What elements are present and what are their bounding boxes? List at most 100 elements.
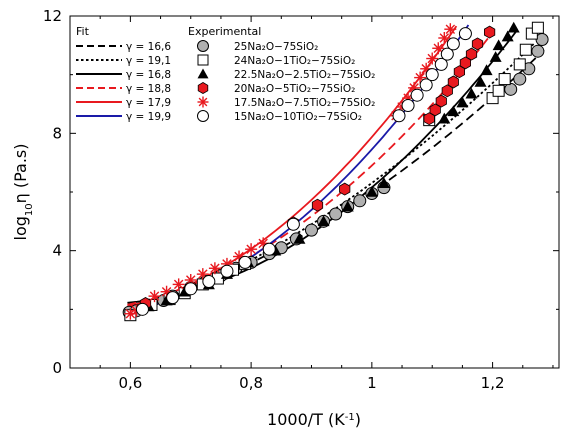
star-stroke [439,33,450,43]
data-point [492,84,505,97]
star-stroke [210,263,220,274]
legend-series-label: 22.5Na₂O−2.5TiO₂−75SiO₂ [234,69,375,81]
data-point [440,47,454,61]
data-point [220,264,234,278]
data-point [456,96,469,108]
data-point [329,207,343,221]
star-stroke [198,97,208,107]
data-point [447,105,460,117]
star-stroke [427,53,437,64]
y-tick-label: 8 [52,124,62,142]
data-point [341,200,354,212]
data-point [444,23,457,36]
star-stroke [198,269,208,279]
data-point [474,76,487,87]
data-point [447,75,459,89]
data-point [197,96,209,108]
data-point [519,43,532,56]
legend-exp-title: Experimental [188,25,261,38]
data-point [197,110,209,122]
data-point [172,278,185,291]
data-point [166,291,180,305]
data-point [304,223,318,237]
legend-series-label: 17.5Na₂O−7.5TiO₂−75SiO₂ [234,97,375,109]
x-tick-label: 0,8 [239,374,263,392]
data-point [311,198,324,212]
legend-series-label: 24Na₂O−1TiO₂−75SiO₂ [234,55,355,67]
y-axis-label-sub: 10 [24,203,35,216]
data-point [426,52,439,65]
data-point [262,242,276,256]
data-point [483,25,496,39]
legend-series-label: 25Na₂O−75SiO₂ [234,41,318,53]
data-point [480,64,493,76]
data-point [410,88,424,102]
star-stroke [149,291,160,301]
data-point [465,87,478,99]
legend-fit-label: γ = 19,9 [126,111,171,123]
legend: Fit Experimental γ = 16,6 γ = 19,1 γ = 16,8 γ… [76,25,375,123]
x-tick-label: 1,2 [481,374,505,392]
data-point [471,37,484,51]
data-point [245,243,258,256]
data-point [401,98,415,112]
data-point [438,112,451,124]
data-point [293,232,306,244]
legend-fit-label: γ = 16,8 [126,69,171,81]
star-stroke [246,244,256,254]
data-point [202,274,216,288]
legend-series-label: 15Na₂O−10TiO₂−75SiO₂ [234,111,362,123]
data-point [531,44,545,58]
data-point [438,32,451,44]
star-stroke [415,72,425,83]
data-point [197,68,209,79]
star-stroke [433,43,443,54]
y-axis-label: log10η (Pa.s) [11,144,35,241]
data-point [419,78,433,92]
legend-fit-label: γ = 19,1 [126,55,171,67]
x-tick-label: 0,6 [118,374,142,392]
star-stroke [258,238,268,249]
data-point [377,177,390,188]
data-point [353,194,367,208]
data-point [486,92,499,105]
data-point [197,54,209,66]
data-point [513,72,527,86]
star-stroke [173,279,184,290]
star-stroke [445,24,456,34]
data-point [434,57,448,71]
y-axis-label-end: η (Pa.s) [11,144,30,204]
tick-labels: 0,6 0,8 1 1,2 0 4 8 12 [43,7,505,392]
x-tick-label: 1 [367,374,377,392]
data-point [208,262,221,275]
y-tick-label: 4 [52,242,62,260]
data-point [435,94,447,108]
data-point [184,282,198,296]
data-point [535,32,549,46]
legend-fit-label: γ = 17,9 [126,97,171,109]
star-stroke [421,64,431,74]
legend-series-label: 20Na₂O−5TiO₂−75SiO₂ [234,83,355,95]
data-point [513,58,526,71]
data-point [339,182,351,196]
y-tick-label: 0 [52,359,62,377]
axes [69,15,560,369]
data-point [286,217,300,231]
data-point [392,109,406,123]
data-point [489,51,502,62]
data-point [148,290,161,303]
data-point [507,21,520,33]
data-point [492,39,505,51]
data-point [135,302,149,316]
x-axis-label: 1000/T (K-1) [267,410,361,429]
data-point [504,82,518,96]
star-stroke [409,83,419,93]
data-point [458,27,472,41]
data-point [498,73,511,86]
data-points [122,21,549,322]
legend-fit-label: γ = 18,8 [126,83,171,95]
data-point [317,215,330,227]
star-stroke [161,286,172,297]
data-point [465,47,478,61]
data-point [365,186,378,197]
